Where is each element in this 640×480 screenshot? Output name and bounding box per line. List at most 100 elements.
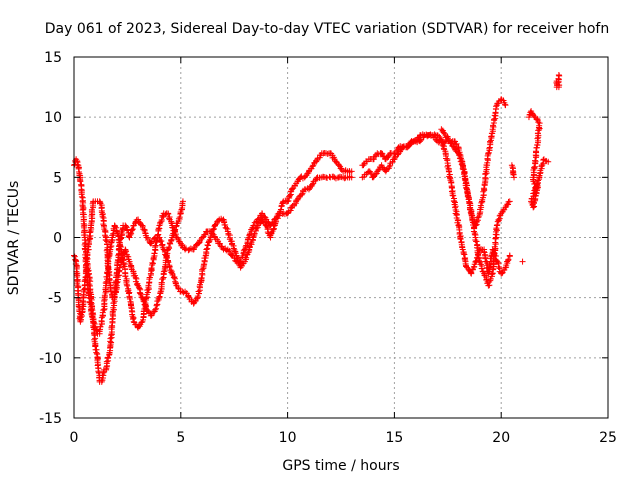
data-point — [242, 243, 249, 250]
x-tick-label: 25 — [599, 430, 617, 446]
data-point — [126, 295, 133, 302]
data-point — [502, 204, 509, 211]
data-point — [478, 265, 485, 272]
x-tick-label: 10 — [279, 430, 297, 446]
data-point — [473, 238, 480, 245]
data-point — [165, 244, 172, 251]
data-point — [172, 226, 179, 233]
data-point — [168, 269, 175, 276]
data-point — [493, 225, 500, 232]
data-point — [103, 237, 110, 244]
data-point — [205, 239, 212, 246]
data-point — [202, 231, 209, 238]
y-tick-label: 10 — [44, 110, 62, 126]
data-point — [108, 239, 115, 246]
data-point — [86, 299, 93, 306]
data-point — [228, 251, 235, 258]
data-point — [237, 258, 244, 265]
data-point — [149, 260, 156, 267]
data-point — [294, 196, 301, 203]
data-points — [71, 72, 563, 385]
data-point — [223, 225, 230, 232]
data-point — [119, 254, 126, 261]
y-tick-label: 0 — [53, 231, 62, 247]
x-tick-label: 20 — [492, 430, 510, 446]
data-point — [212, 221, 219, 228]
data-point — [472, 237, 479, 244]
data-point — [481, 181, 488, 188]
data-point — [491, 250, 498, 257]
data-point — [125, 290, 132, 297]
x-tick-label: 5 — [176, 430, 185, 446]
data-point — [210, 225, 217, 232]
data-point — [473, 218, 480, 225]
data-point — [480, 185, 487, 192]
data-point — [459, 165, 466, 172]
data-point — [109, 316, 116, 323]
data-point — [146, 274, 153, 281]
data-point — [150, 254, 157, 261]
data-point — [139, 294, 146, 301]
data-point — [113, 279, 120, 286]
data-point — [482, 255, 489, 262]
data-point — [481, 272, 488, 279]
data-point — [277, 206, 284, 213]
data-point — [360, 162, 367, 169]
data-point — [487, 275, 494, 282]
y-tick-label: -10 — [39, 351, 62, 367]
data-point — [457, 236, 464, 243]
data-point — [487, 138, 494, 145]
data-point — [187, 245, 194, 252]
data-point — [137, 290, 144, 297]
data-point — [545, 158, 552, 165]
data-point — [259, 210, 266, 217]
data-point — [441, 130, 448, 137]
data-point — [108, 332, 115, 339]
data-point — [285, 197, 292, 204]
data-point — [536, 126, 543, 133]
data-point — [464, 193, 471, 200]
data-point — [107, 335, 114, 342]
data-point — [194, 293, 201, 300]
data-point — [78, 193, 85, 200]
data-point — [366, 168, 373, 175]
data-point — [459, 246, 466, 253]
data-point — [255, 215, 262, 222]
data-point — [100, 369, 107, 376]
data-point — [472, 222, 479, 229]
data-point — [104, 257, 111, 264]
data-point — [305, 186, 312, 193]
data-point — [468, 211, 475, 218]
data-point — [250, 233, 257, 240]
data-point — [348, 174, 355, 181]
data-point — [124, 282, 131, 289]
data-point — [154, 298, 161, 305]
data-point — [148, 265, 155, 272]
data-point — [286, 192, 293, 199]
data-point — [495, 259, 502, 266]
y-tick-label: 5 — [53, 170, 62, 186]
data-point — [74, 282, 81, 289]
data-point — [534, 115, 541, 122]
data-point — [199, 266, 206, 273]
x-tick-label: 0 — [70, 430, 79, 446]
data-point — [289, 185, 296, 192]
data-point — [453, 140, 460, 147]
data-point — [460, 250, 467, 257]
data-point — [157, 289, 164, 296]
data-point — [226, 247, 233, 254]
data-point — [99, 213, 106, 220]
data-point — [143, 234, 150, 241]
data-point — [498, 270, 505, 277]
data-point — [540, 156, 547, 163]
data-point — [298, 191, 305, 198]
data-point — [506, 252, 513, 259]
data-point — [378, 150, 385, 157]
data-point — [239, 253, 246, 260]
data-point — [135, 284, 142, 291]
data-point — [505, 256, 512, 263]
y-tick-label: -15 — [39, 411, 62, 427]
data-point — [77, 178, 84, 185]
data-point — [74, 161, 81, 168]
